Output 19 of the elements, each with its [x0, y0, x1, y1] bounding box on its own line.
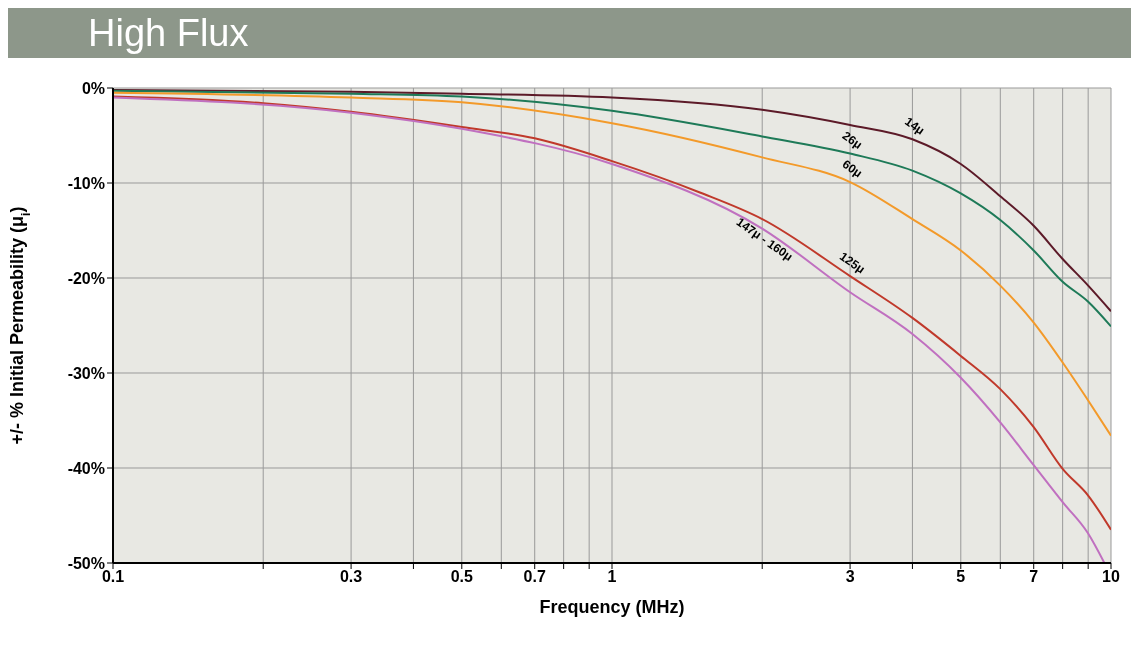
- x-tick-label: 5: [956, 568, 966, 586]
- x-tick-label: 1: [607, 568, 617, 586]
- y-tick-label: -30%: [67, 364, 105, 382]
- y-tick-label: -10%: [67, 174, 105, 192]
- x-axis-title: Frequency (MHz): [539, 597, 685, 617]
- y-tick-label: 0%: [81, 79, 105, 97]
- x-tick-label: 0.7: [523, 568, 546, 586]
- chart-title: High Flux: [88, 11, 249, 55]
- text: 14μ: [902, 114, 928, 138]
- text: 26μ: [839, 128, 865, 152]
- x-tick-label: 0.5: [450, 568, 473, 586]
- y-tick-label: -40%: [67, 459, 105, 477]
- x-tick-label: 10: [1102, 568, 1120, 586]
- x-tick-label: 3: [845, 568, 855, 586]
- x-tick-label: 0.1: [101, 568, 125, 586]
- y-tick-label: -20%: [67, 269, 105, 287]
- x-tick-label: 7: [1029, 568, 1039, 586]
- x-tick-label: 0.3: [339, 568, 363, 586]
- text: 60μ: [839, 157, 865, 181]
